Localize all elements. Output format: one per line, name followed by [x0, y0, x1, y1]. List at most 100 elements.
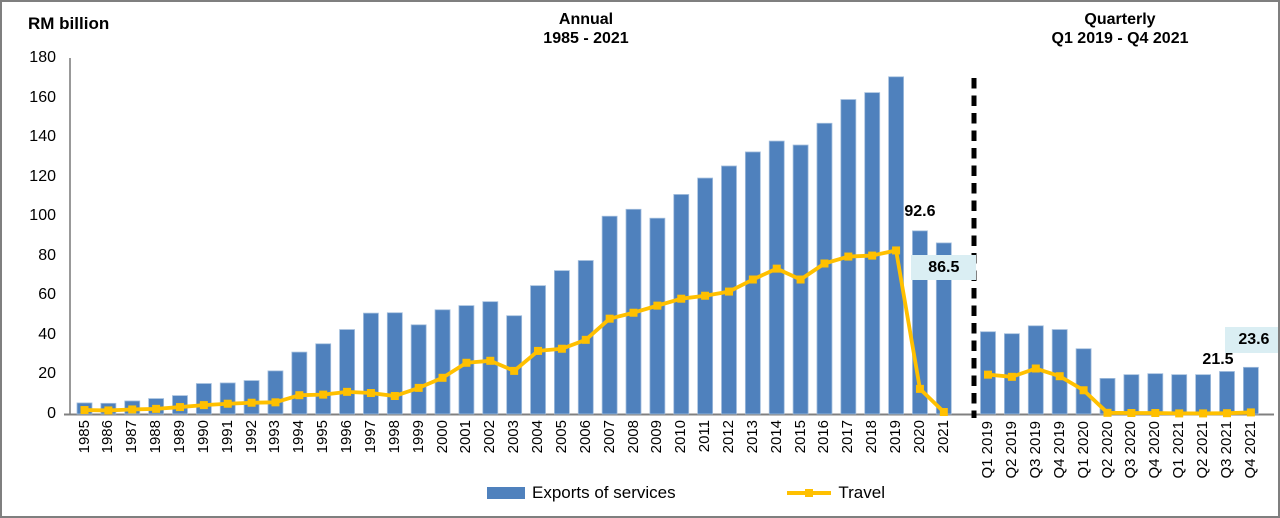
travel-marker — [80, 406, 89, 415]
bar-Q4-2021 — [1243, 366, 1259, 415]
x-label-2009: 2009 — [648, 420, 666, 454]
travel-marker — [1007, 372, 1016, 381]
x-label-2006: 2006 — [576, 420, 594, 454]
x-label-2010: 2010 — [672, 420, 690, 454]
travel-marker — [462, 358, 471, 367]
x-label-2021: 2021 — [934, 420, 952, 454]
travel-marker — [820, 259, 829, 268]
x-label-Q2-2019: Q2 2019 — [1002, 421, 1020, 479]
bar-1994 — [291, 351, 308, 415]
travel-marker — [796, 275, 805, 284]
x-label-Q1-2021: Q1 2021 — [1170, 421, 1188, 479]
annual-title-line2: 1985 - 2021 — [543, 30, 629, 47]
x-label-Q3-2021: Q3 2021 — [1218, 421, 1235, 479]
bar-2009 — [649, 217, 666, 415]
travel-marker — [223, 399, 232, 408]
bar-Q3-2021 — [1219, 371, 1235, 415]
x-label-1997: 1997 — [361, 420, 379, 454]
travel-marker — [438, 373, 447, 382]
quarterly-title-line2: Q1 2019 - Q4 2021 — [1051, 30, 1189, 47]
x-label-Q3-2019: Q3 2019 — [1026, 421, 1044, 479]
legend-item-travel: Travel — [787, 483, 885, 503]
y-tick-40: 40 — [38, 325, 56, 343]
legend-label-exports: Exports of services — [532, 483, 676, 502]
x-label-Q3-2020: Q3 2020 — [1122, 421, 1140, 479]
bar-Q4-2019 — [1051, 329, 1068, 415]
legend-label-travel: Travel — [838, 483, 885, 502]
x-label-1994: 1994 — [290, 420, 308, 454]
y-tick-100: 100 — [29, 207, 56, 225]
exports-bar-swatch-icon — [487, 487, 525, 499]
annotation-92.6: 92.6 — [904, 202, 936, 220]
bar-1990 — [195, 383, 212, 415]
x-label-Q4-2019: Q4 2019 — [1050, 421, 1068, 479]
x-label-2007: 2007 — [600, 420, 618, 454]
travel-marker — [1223, 409, 1231, 418]
travel-marker — [984, 370, 992, 379]
travel-marker — [1031, 364, 1040, 373]
travel-marker — [510, 366, 519, 375]
travel-marker — [319, 390, 328, 399]
travel-marker — [486, 356, 495, 365]
x-label-2002: 2002 — [481, 420, 499, 454]
travel-marker — [653, 301, 662, 310]
bar-2010 — [673, 194, 690, 415]
bar-2019 — [888, 76, 904, 415]
x-label-1995: 1995 — [314, 420, 332, 454]
bar-2014 — [768, 140, 785, 415]
x-label-Q1-2019: Q1 2019 — [979, 421, 996, 479]
travel-line-swatch-icon — [787, 488, 832, 498]
x-label-2000: 2000 — [433, 420, 451, 454]
travel-marker — [748, 275, 757, 284]
travel-marker — [629, 308, 638, 317]
travel-marker — [1151, 409, 1160, 418]
y-tick-0: 0 — [47, 405, 56, 422]
x-label-1987: 1987 — [123, 420, 141, 454]
x-label-1996: 1996 — [338, 420, 356, 454]
travel-marker — [1246, 408, 1255, 417]
x-label-2001: 2001 — [457, 420, 475, 454]
x-label-2019: 2019 — [887, 420, 905, 454]
x-label-1989: 1989 — [170, 420, 188, 454]
travel-marker — [844, 252, 853, 261]
bar-2000 — [434, 309, 451, 415]
annotation-21.5: 21.5 — [1202, 351, 1234, 369]
bar-Q1-2021 — [1171, 374, 1188, 415]
bar-1993 — [267, 370, 284, 415]
travel-line-quarterly — [987, 366, 1251, 416]
x-label-2018: 2018 — [863, 420, 881, 454]
x-label-2005: 2005 — [552, 420, 570, 454]
x-label-2012: 2012 — [719, 420, 737, 454]
travel-marker — [1199, 409, 1208, 418]
travel-marker — [605, 314, 614, 323]
bar-Q4-2020 — [1147, 373, 1164, 415]
x-label-1985: 1985 — [75, 420, 93, 454]
x-label-1986: 1986 — [99, 420, 117, 454]
x-label-2013: 2013 — [743, 420, 761, 454]
travel-marker — [104, 406, 113, 415]
x-label-2003: 2003 — [505, 420, 523, 454]
x-label-Q2-2020: Q2 2020 — [1098, 421, 1116, 479]
x-label-Q1-2020: Q1 2020 — [1074, 421, 1092, 479]
travel-marker — [557, 344, 566, 353]
x-label-2014: 2014 — [767, 420, 785, 454]
travel-marker — [199, 401, 208, 410]
annotation-23.6: 23.6 — [1224, 327, 1278, 354]
x-label-2016: 2016 — [815, 420, 833, 454]
travel-marker — [414, 383, 423, 392]
bar-Q3-2020 — [1123, 374, 1140, 415]
y-tick-80: 80 — [38, 246, 56, 264]
bar-1995 — [315, 343, 332, 415]
travel-marker — [1055, 372, 1064, 381]
travel-marker — [1175, 409, 1184, 418]
travel-marker — [868, 251, 877, 260]
x-label-2017: 2017 — [839, 420, 857, 454]
x-label-2004: 2004 — [529, 420, 547, 454]
travel-marker — [581, 335, 590, 344]
x-label-1991: 1991 — [218, 420, 236, 454]
x-label-2020: 2020 — [910, 420, 928, 454]
quarterly-title-line1: Quarterly — [1084, 11, 1156, 28]
travel-marker — [295, 391, 304, 400]
travel-marker — [128, 405, 137, 414]
